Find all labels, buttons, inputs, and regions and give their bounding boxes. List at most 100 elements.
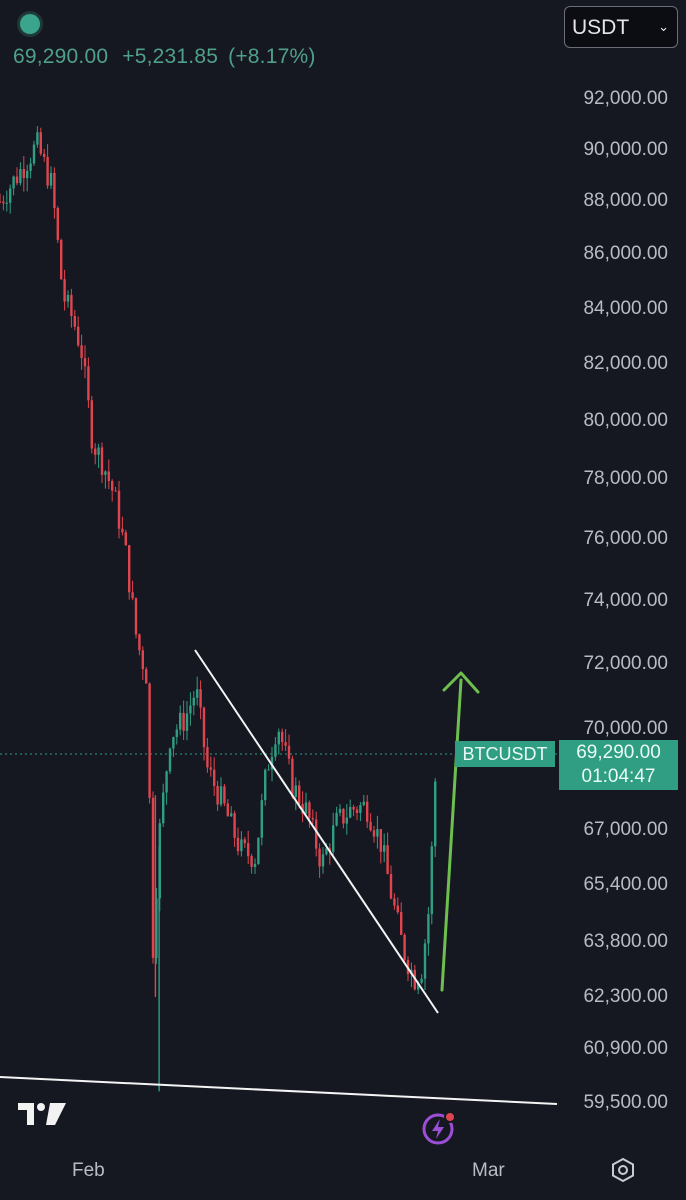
y-tick-label: 65,400.00: [583, 874, 668, 896]
header-change: +5,231.85: [122, 45, 219, 68]
candle-body: [19, 169, 22, 184]
candle-body: [206, 747, 209, 768]
candle-body: [243, 839, 246, 844]
candle-body: [250, 856, 253, 867]
candle-body: [70, 294, 73, 316]
candle-body: [124, 532, 127, 546]
candle-body: [15, 176, 19, 184]
candle-body: [80, 345, 83, 359]
candle-body: [304, 802, 308, 814]
wedge-lower-trendline[interactable]: [0, 1076, 558, 1105]
candle-body: [315, 819, 318, 849]
currency-select[interactable]: USDT ⌄: [564, 6, 678, 48]
candle-body: [175, 729, 178, 738]
candle-body: [213, 769, 216, 786]
candle-body: [63, 279, 66, 302]
candle-body: [372, 830, 376, 837]
y-tick-label: 60,900.00: [583, 1038, 668, 1060]
x-tick-feb: Feb: [72, 1160, 105, 1181]
candle-body: [22, 169, 25, 179]
chevron-down-icon: ⌄: [658, 19, 669, 34]
candle-body: [219, 786, 223, 805]
candle-body: [383, 845, 386, 852]
candle-body: [287, 745, 291, 759]
candle-body: [46, 156, 49, 186]
candle-body: [53, 172, 56, 209]
candle-body: [362, 801, 365, 806]
candle-body: [9, 188, 12, 203]
candle-body: [165, 771, 168, 793]
candle-body: [2, 201, 5, 204]
candle-body: [294, 785, 297, 797]
candle-body: [87, 366, 90, 401]
candle-body: [128, 545, 131, 593]
candle-body: [260, 800, 263, 838]
header-price-line: 69,290.00 +5,231.85 (+8.17%): [13, 45, 316, 69]
x-tick-mar: Mar: [472, 1160, 505, 1181]
candle-body: [100, 447, 104, 475]
candle-body: [172, 737, 175, 749]
last-price-value: 69,290.00: [576, 742, 661, 763]
candle-body: [386, 845, 389, 875]
candle-body: [274, 744, 277, 757]
currency-label: USDT: [572, 16, 630, 39]
candle-body: [66, 294, 70, 302]
candle-body: [104, 471, 107, 475]
candle-body: [148, 683, 151, 798]
candle-body: [179, 712, 182, 730]
candle-body: [162, 792, 165, 824]
candle-body: [403, 934, 406, 960]
y-tick-label: 76,000.00: [583, 528, 668, 550]
last-price-badge: 69,290.00 01:04:47: [559, 740, 678, 790]
candle-body: [366, 801, 369, 822]
candle-body: [253, 863, 257, 867]
y-tick-label: 90,000.00: [583, 138, 668, 160]
candle-body: [281, 731, 284, 743]
y-tick-label: 84,000.00: [583, 297, 668, 319]
candle-body: [301, 804, 304, 814]
lightning-icon[interactable]: [421, 1111, 457, 1147]
candle-body: [73, 315, 76, 327]
candle-body: [338, 808, 342, 813]
header-change-pct: (+8.17%): [228, 45, 316, 68]
candle-body: [216, 785, 219, 805]
candle-body: [240, 839, 243, 852]
candle-body: [230, 813, 233, 817]
candle-body: [226, 803, 229, 817]
candle-body: [155, 898, 158, 958]
candle-body: [97, 447, 100, 455]
y-tick-label: 59,500.00: [583, 1092, 668, 1113]
wedge-upper-trendline[interactable]: [194, 649, 439, 1014]
candle-body: [56, 208, 59, 240]
candles-layer: [0, 126, 437, 1092]
candle-body: [151, 797, 155, 958]
candle-body: [114, 490, 117, 492]
breakout-arrow[interactable]: [440, 671, 480, 992]
candle-body: [233, 813, 236, 838]
bar-countdown: 01:04:47: [581, 766, 656, 787]
candle-body: [308, 802, 311, 818]
candle-body: [192, 697, 195, 706]
candle-body: [325, 848, 328, 855]
candle-body: [77, 326, 80, 346]
candle-body: [264, 769, 267, 801]
candle-body: [321, 854, 325, 867]
candle-body: [277, 731, 280, 745]
y-tick-label: 88,000.00: [583, 190, 668, 212]
candle-body: [202, 707, 206, 748]
y-tick-label: 70,000.00: [583, 717, 668, 739]
candle-body: [12, 176, 15, 189]
tradingview-logo-icon[interactable]: [18, 1100, 68, 1128]
candle-body: [182, 712, 185, 731]
candle-body: [270, 756, 274, 770]
candle-body: [247, 843, 250, 857]
candle-body: [223, 786, 226, 804]
candle-body: [342, 808, 345, 824]
candle-body: [267, 769, 270, 771]
candle-body: [90, 400, 93, 449]
settings-hexagon-icon[interactable]: [610, 1157, 636, 1183]
symbol-badge: BTCUSDT: [455, 741, 555, 767]
candle-body: [39, 132, 42, 154]
candle-body: [427, 914, 430, 944]
